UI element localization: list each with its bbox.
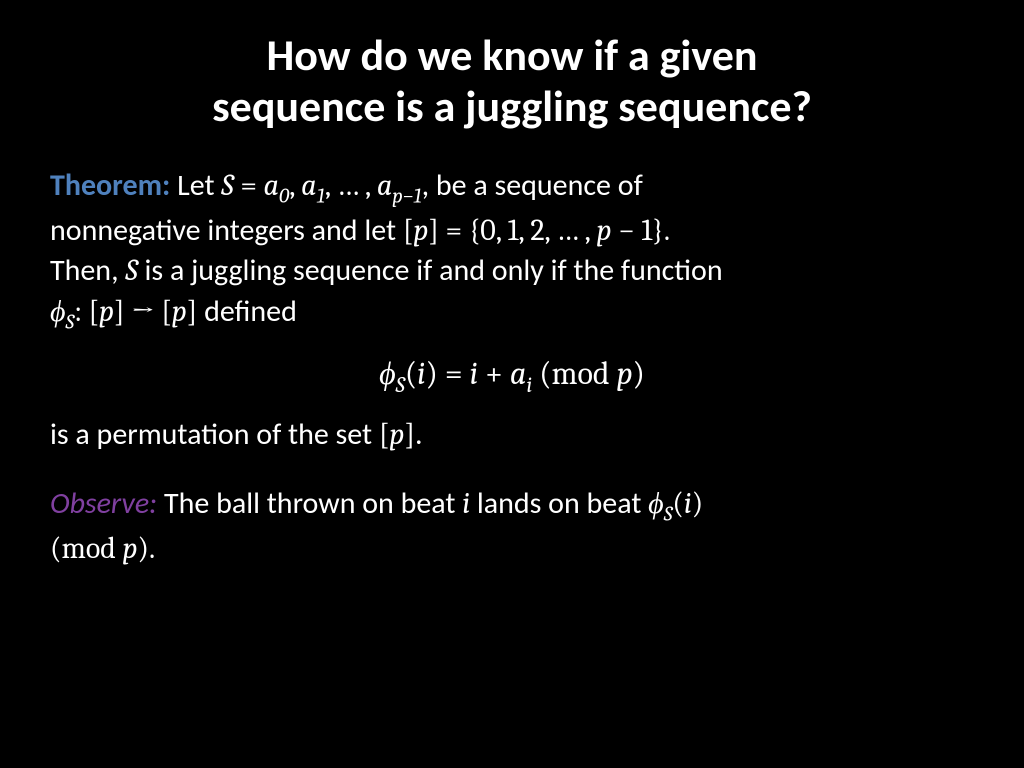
math-comma2: , … , xyxy=(325,168,377,203)
math-ap-sub: p−1 xyxy=(392,185,421,209)
after-eq-dot: . xyxy=(415,416,423,453)
centered-equation: ϕS(i) = i + ai (mod p) xyxy=(50,355,974,398)
observe-lp: ( xyxy=(50,531,61,566)
observe-p: p xyxy=(122,531,137,566)
eq-close: ) xyxy=(426,355,438,392)
math-rb1: ] xyxy=(428,213,439,248)
math-p1: p xyxy=(413,213,428,248)
eq-rp: ) xyxy=(633,355,645,392)
math-lb1: [ xyxy=(403,213,414,248)
math-a1-sub: 1 xyxy=(317,185,325,209)
math-eq1: = xyxy=(234,168,264,203)
math-p2: p xyxy=(597,213,612,248)
eq-phi-sub: S xyxy=(396,371,405,397)
eq-p: p xyxy=(617,355,633,392)
title-line-1: How do we know if a given xyxy=(266,28,757,82)
math-p4: p xyxy=(172,294,187,329)
eq-i2: i xyxy=(470,355,478,392)
eq-sp2 xyxy=(610,355,617,392)
observe-paragraph: Observe: The ball thrown on beat i lands… xyxy=(50,484,974,569)
eq-i1: i xyxy=(417,355,425,392)
theorem-label: Theorem: xyxy=(50,167,170,204)
after-eq-text: is a permutation of the set xyxy=(50,416,379,453)
math-comma1: , xyxy=(289,168,301,203)
math-eq2: = {0, 1, 2, … , xyxy=(439,213,597,248)
eq-a: a xyxy=(510,355,526,392)
slide-title: How do we know if a given sequence is a … xyxy=(50,30,974,131)
theorem-text-1b: , be a sequence of xyxy=(422,167,643,204)
math-colon: : xyxy=(74,294,88,329)
math-S2: S xyxy=(125,253,137,288)
after-eq-rb: ] xyxy=(404,417,415,452)
eq-open: ( xyxy=(405,355,417,392)
observe-mod: mod xyxy=(61,531,115,566)
after-equation: is a permutation of the set [p]. xyxy=(50,415,974,456)
eq-phi: ϕ xyxy=(379,355,396,392)
title-line-2: sequence is a juggling sequence? xyxy=(212,79,812,133)
theorem-text-2a: nonnegative integers and let xyxy=(50,212,403,249)
theorem-text-3b: is a juggling sequence if and only if th… xyxy=(138,252,723,289)
observe-label: Observe: xyxy=(50,485,157,522)
observe-rp: ). xyxy=(138,531,156,566)
math-lb3: [ xyxy=(161,294,172,329)
observe-open: ( xyxy=(672,486,683,521)
theorem-defined: defined xyxy=(197,293,297,330)
after-eq-p: p xyxy=(389,417,404,452)
math-arrow: → xyxy=(125,294,162,329)
observe-text-1: The ball thrown on beat xyxy=(157,485,462,522)
observe-i1: i xyxy=(462,486,470,521)
math-S: S xyxy=(221,168,233,203)
observe-close: ) xyxy=(692,486,703,521)
math-phi1-sub: S xyxy=(66,310,75,334)
math-p3: p xyxy=(99,294,114,329)
math-rb2: ] xyxy=(114,294,125,329)
observe-text-2: lands on beat xyxy=(470,485,648,522)
math-rb3: ] xyxy=(187,294,198,329)
observe-i2: i xyxy=(684,486,692,521)
math-a1: a xyxy=(301,168,316,203)
observe-phi: ϕ xyxy=(648,486,664,521)
eq-lp: ( xyxy=(539,355,551,392)
math-a0: a xyxy=(264,168,279,203)
theorem-text-1a: Let xyxy=(170,167,221,204)
eq-plus: + xyxy=(478,355,510,392)
math-ap: a xyxy=(377,168,392,203)
eq-mod: mod xyxy=(552,355,610,392)
math-phi1: ϕ xyxy=(50,294,66,329)
after-eq-lb: [ xyxy=(379,417,390,452)
math-minus: − 1}. xyxy=(612,213,670,248)
math-lb2: [ xyxy=(88,294,99,329)
eq-eq: = xyxy=(438,355,470,392)
math-a0-sub: 0 xyxy=(279,185,289,209)
theorem-text-3a: Then, xyxy=(50,252,125,289)
theorem-paragraph: Theorem: Let S = a0, a1, … , ap−1, be a … xyxy=(50,166,974,336)
